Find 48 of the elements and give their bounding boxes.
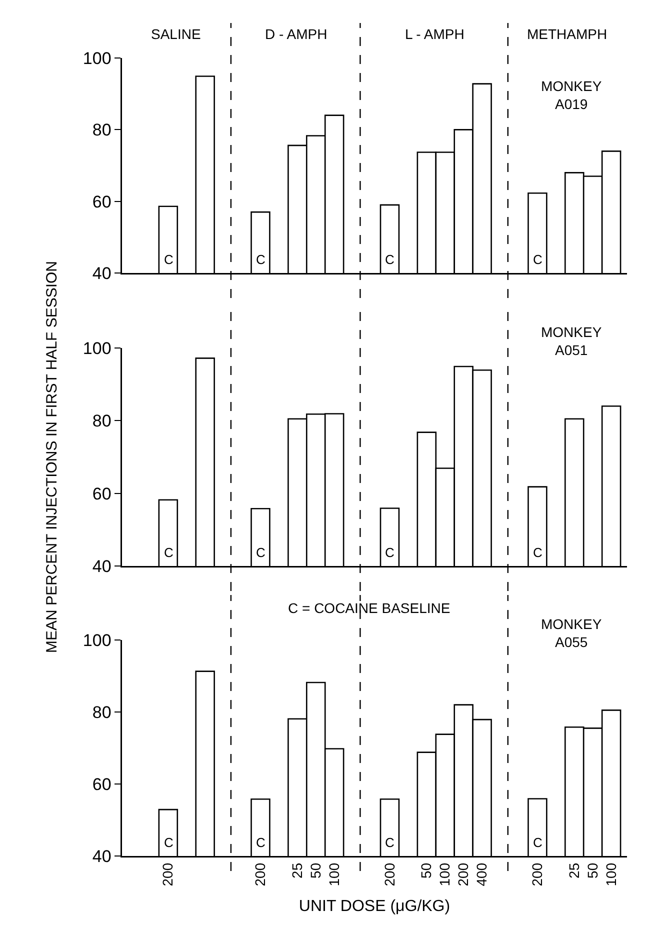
- y-tick-label: 40: [92, 556, 112, 576]
- y-tick-label: 60: [92, 192, 112, 212]
- x-tick-label: 100: [436, 862, 453, 886]
- y-tick-label: 100: [82, 630, 112, 650]
- x-tick-label: 200: [252, 862, 268, 886]
- y-tick-label: 60: [92, 774, 112, 794]
- data-label: C: [164, 835, 174, 850]
- y-axis-title: MEAN PERCENT INJECTIONS IN FIRST HALF SESSION: [43, 260, 60, 654]
- text: C = COCAINE BASELINE: [288, 600, 450, 616]
- x-tick-label: 25: [288, 862, 305, 878]
- text: D - AMPH: [265, 26, 328, 42]
- text: METHAMPH: [527, 26, 608, 42]
- x-tick-label: 200: [160, 862, 176, 886]
- annotation: MONKEY A019: [541, 78, 602, 112]
- x-tick-label: 50: [584, 862, 600, 878]
- y-tick-label: 80: [92, 412, 112, 431]
- data-label: C: [533, 545, 542, 560]
- x-tick-label: 50: [418, 862, 434, 878]
- data-label: C: [256, 252, 266, 267]
- text: L - AMPH: [405, 26, 464, 42]
- data-label: C: [533, 835, 542, 850]
- text: SALINE: [151, 26, 201, 42]
- annotation: MONKEY A055: [541, 616, 602, 650]
- x-tick-label: 25: [566, 862, 582, 878]
- data-label: C: [533, 252, 542, 267]
- x-tick-label: 200: [455, 862, 472, 886]
- y-tick-label: 40: [92, 264, 112, 283]
- data-label: C: [164, 545, 174, 560]
- y-tick-label: 80: [92, 702, 112, 722]
- annotation: MONKEY A051: [541, 324, 602, 358]
- y-tick-label: 40: [92, 846, 112, 866]
- y-tick-label: 80: [92, 120, 112, 140]
- x-tick-label: 100: [602, 862, 619, 886]
- x-tick-label: 200: [381, 862, 398, 886]
- data-label: C: [385, 835, 394, 850]
- x-axis-title: UNIT DOSE (μG/KG): [298, 898, 450, 915]
- y-tick-label: 100: [82, 338, 112, 358]
- y-tick-label: 60: [92, 484, 112, 504]
- data-label: C: [256, 835, 266, 850]
- data-label: C: [164, 252, 174, 267]
- data-label: C: [385, 252, 394, 267]
- x-tick-label: 100: [326, 862, 342, 886]
- x-tick-label: 50: [307, 862, 324, 878]
- data-label: C: [256, 545, 266, 560]
- y-tick-label: 100: [82, 48, 112, 68]
- data-label: C: [385, 545, 394, 560]
- x-tick-label: 400: [474, 862, 490, 886]
- x-tick-label: 200: [529, 862, 545, 886]
